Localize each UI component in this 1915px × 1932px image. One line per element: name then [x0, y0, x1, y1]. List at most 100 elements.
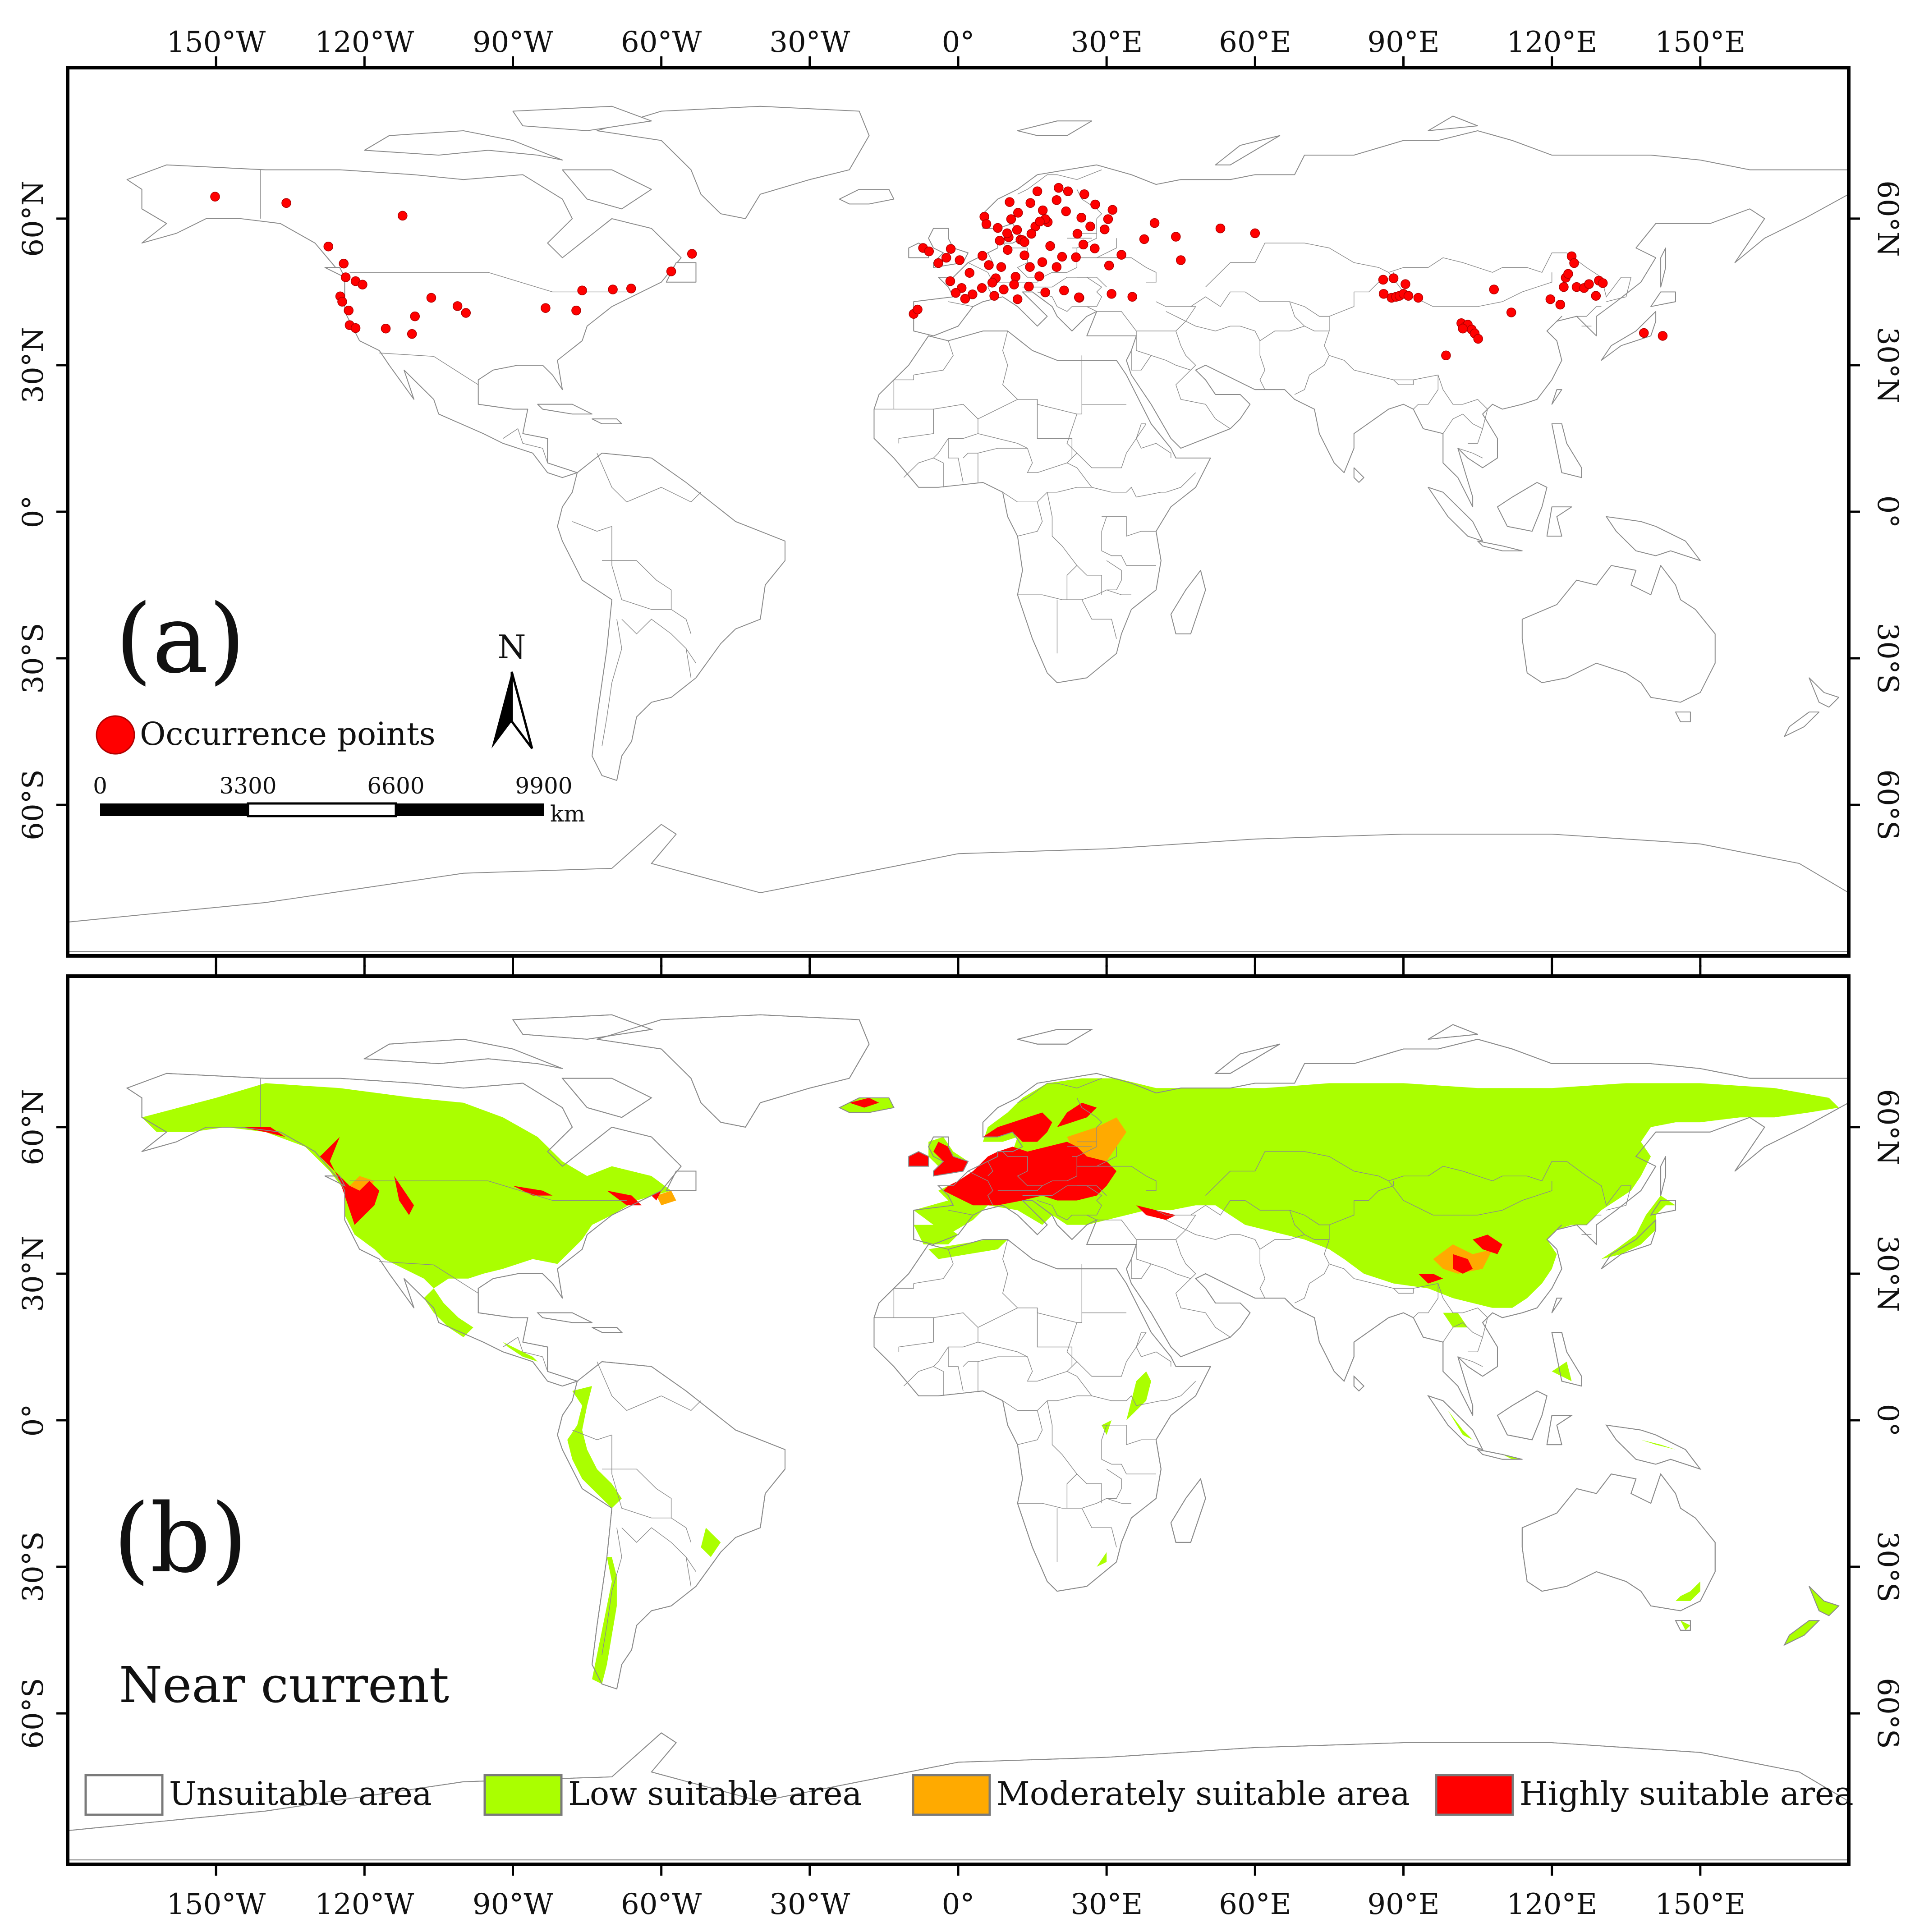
- occurrence-point: [1078, 239, 1088, 250]
- panel-b-borders: [68, 1014, 1849, 1861]
- lon-label-top: 30°W: [769, 26, 850, 59]
- occurrence-point: [1019, 237, 1029, 247]
- occurrence-point: [1250, 228, 1260, 239]
- occurrence-point: [978, 251, 987, 261]
- north-arrow-icon: [491, 672, 512, 748]
- suitability-region: [651, 1190, 661, 1201]
- panel-a-land: [68, 106, 1849, 952]
- occurrence-point: [981, 219, 992, 229]
- occurrence-legend-marker: [96, 715, 135, 755]
- lon-label-top: 60°E: [1219, 26, 1291, 59]
- lat-label-left: 0°: [17, 1404, 50, 1437]
- occurrence-point: [1034, 271, 1044, 281]
- suitability-region: [909, 1152, 929, 1166]
- scale-tick-1: 3300: [219, 773, 276, 799]
- suitability-region: [983, 1112, 1052, 1142]
- occurrence-point: [1458, 323, 1468, 334]
- lat-label-left: 30°S: [17, 1531, 50, 1602]
- occurrence-point: [1378, 275, 1388, 285]
- graticule-labels: 150°W 150°W 120°W 120°W 90°W 90°W 60°W 60°W 30°W…: [17, 26, 1904, 1921]
- occurrence-point: [1584, 279, 1594, 289]
- occurrence-point: [358, 280, 367, 289]
- occurrence-point: [1127, 292, 1137, 302]
- legend-swatch-high: [1435, 1774, 1514, 1816]
- occurrence-point: [1658, 331, 1668, 341]
- suitability-region: [606, 1190, 642, 1206]
- occurrence-point: [1388, 273, 1399, 283]
- occurrence-point: [1038, 205, 1048, 216]
- occurrence-point: [1052, 195, 1062, 205]
- lon-label-bottom: 30°W: [769, 1888, 850, 1921]
- panel-a-label: (a): [115, 584, 245, 694]
- occurrence-point: [996, 262, 1006, 272]
- lat-label-left: 60°S: [17, 1678, 50, 1748]
- occurrence-point: [1545, 294, 1556, 304]
- lon-label-bottom: 150°W: [166, 1888, 266, 1921]
- occurrence-point: [381, 323, 391, 334]
- occurrence-point: [461, 308, 471, 318]
- occurrence-point: [995, 235, 1005, 246]
- occurrence-point: [1076, 213, 1086, 223]
- scale-bar: 0 3300 6600 9900 km: [93, 773, 585, 827]
- legend-label-high: Highly suitable area: [1520, 1775, 1854, 1813]
- occurrence-point: [337, 297, 347, 307]
- lat-label-right: 0°: [1871, 496, 1904, 528]
- scale-tick-2: 6600: [367, 773, 424, 799]
- lat-label-right: 60°S: [1871, 769, 1904, 840]
- occurrence-point: [1403, 291, 1414, 301]
- occurrence-point: [1085, 221, 1095, 232]
- lat-label-left: 60°S: [17, 769, 50, 840]
- lon-label-bottom: 60°E: [1219, 1888, 1291, 1921]
- lat-label-right: 60°N: [1871, 180, 1904, 257]
- occurrence-point: [1563, 269, 1573, 279]
- suitability-region: [849, 1097, 879, 1108]
- suitability-region: [503, 1342, 538, 1362]
- occurrence-point: [1002, 245, 1013, 255]
- occurrence-point: [1555, 299, 1566, 310]
- occurrence-point: [1040, 287, 1050, 298]
- lon-label-top: 90°W: [473, 26, 553, 59]
- lat-label-left: 0°: [17, 496, 50, 528]
- suitability-region: [1057, 1102, 1097, 1127]
- lon-label-top: 60°W: [621, 26, 702, 59]
- occurrence-point: [1104, 261, 1114, 271]
- occurrence-point: [1378, 289, 1389, 299]
- occurrence-point: [426, 293, 436, 303]
- occurrence-points-layer: [210, 183, 1668, 361]
- occurrence-point: [1061, 206, 1071, 216]
- north-arrow-label: N: [498, 628, 526, 666]
- suitability-region: [320, 1137, 380, 1225]
- suitability-region: [1126, 1371, 1151, 1420]
- lat-label-right: 30°S: [1871, 1531, 1904, 1602]
- suitability-region: [701, 1528, 721, 1557]
- legend-label-low: Low suitable area: [568, 1775, 862, 1813]
- legend-item-unsuitable: Unsuitable area: [84, 1774, 432, 1816]
- occurrence-point: [1139, 234, 1149, 244]
- occurrence-point: [1019, 250, 1029, 260]
- occurrence-point: [577, 285, 587, 295]
- occurrence-point: [398, 211, 408, 221]
- suitability-region: [1136, 1205, 1176, 1220]
- suitability-legend: Unsuitable area Low suitable area Modera…: [84, 1774, 1854, 1816]
- suitability-region: [424, 1288, 473, 1337]
- lon-label-top: 90°E: [1367, 26, 1439, 59]
- occurrence-point: [1090, 243, 1100, 253]
- occurrence-point: [350, 323, 361, 333]
- lon-label-bottom: 60°W: [621, 1888, 702, 1921]
- occurrence-point: [960, 294, 970, 304]
- occurrence-point: [1026, 229, 1037, 239]
- occurrence-point: [1079, 189, 1089, 199]
- occurrence-point: [323, 241, 333, 252]
- occurrence-point: [1010, 272, 1021, 282]
- occurrence-point: [946, 244, 956, 254]
- occurrence-point: [993, 223, 1003, 233]
- suitability-region: [1552, 1361, 1572, 1381]
- occurrence-point: [1074, 292, 1084, 303]
- occurrence-point: [1072, 229, 1083, 239]
- occurrence-point: [968, 289, 978, 299]
- occurrence-point: [913, 304, 923, 315]
- suitability-region: [567, 1386, 622, 1509]
- legend-label-unsuitable: Unsuitable area: [169, 1775, 432, 1813]
- panel-b: (b) Near current Unsuitable area Low sui…: [66, 974, 1854, 1866]
- occurrence-point: [1441, 350, 1451, 361]
